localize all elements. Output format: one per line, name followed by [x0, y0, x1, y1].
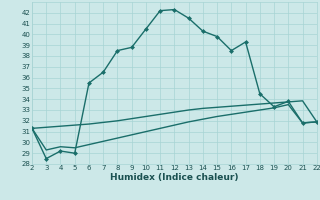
- X-axis label: Humidex (Indice chaleur): Humidex (Indice chaleur): [110, 173, 239, 182]
